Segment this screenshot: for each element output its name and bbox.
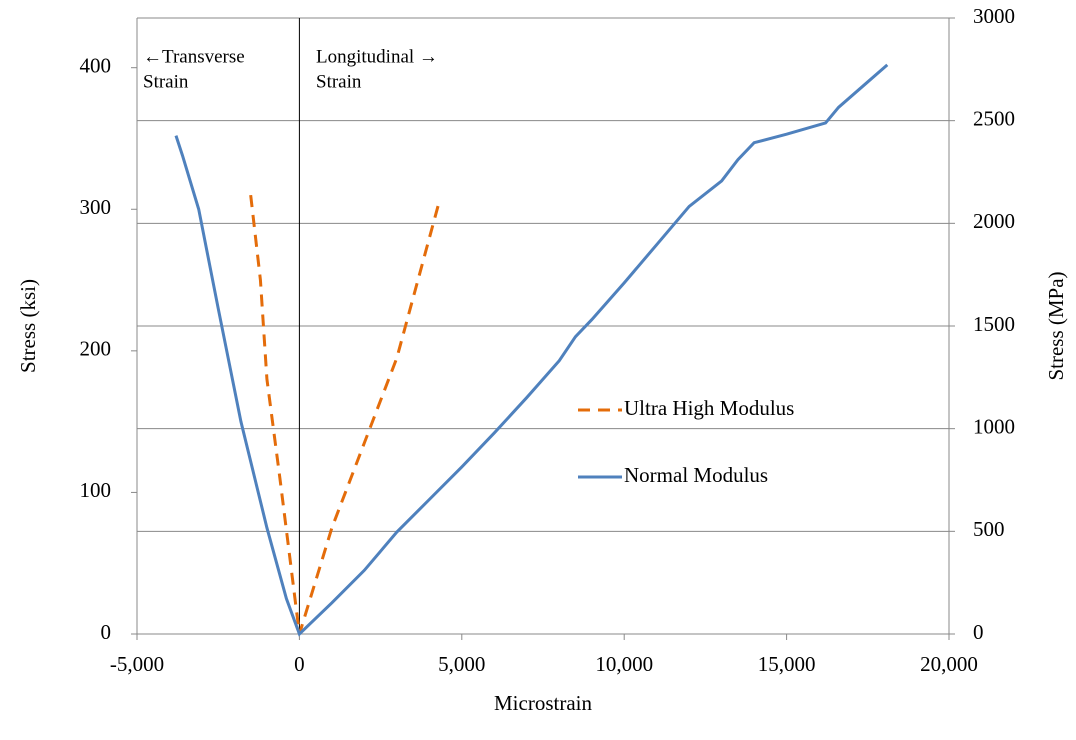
annotation: ←Transverse: [143, 46, 245, 67]
y2-tick-label: 1500: [973, 312, 1015, 336]
y-axis-label: Stress (ksi): [16, 279, 40, 373]
annotation: Longitudinal →: [316, 46, 438, 67]
series-line: [174, 63, 889, 637]
y2-tick-label: 3000: [973, 4, 1015, 28]
x-tick-label: 10,000: [595, 652, 653, 676]
annotation: Strain: [143, 71, 189, 92]
x-tick-label: 15,000: [758, 652, 816, 676]
legend-label: Normal Modulus: [624, 463, 768, 487]
y-tick-label: 400: [80, 54, 112, 78]
x-tick-label: -5,000: [110, 652, 164, 676]
x-axis-label: Microstrain: [494, 691, 592, 715]
y-tick-label: 100: [80, 478, 112, 502]
y-tick-label: 300: [80, 195, 112, 219]
y2-tick-label: 0: [973, 620, 984, 644]
y2-tick-label: 2000: [973, 209, 1015, 233]
x-tick-label: 0: [294, 652, 305, 676]
y2-tick-label: 2500: [973, 106, 1015, 130]
y2-axis-label: Stress (MPa): [1044, 271, 1068, 380]
y-tick-label: 0: [101, 620, 112, 644]
annotation: Strain: [316, 71, 362, 92]
y2-tick-label: 500: [973, 517, 1005, 541]
y2-tick-label: 1000: [973, 414, 1015, 438]
y-tick-label: 200: [80, 337, 112, 361]
legend-label: Ultra High Modulus: [624, 396, 794, 420]
x-tick-label: 20,000: [920, 652, 978, 676]
x-tick-label: 5,000: [438, 652, 485, 676]
